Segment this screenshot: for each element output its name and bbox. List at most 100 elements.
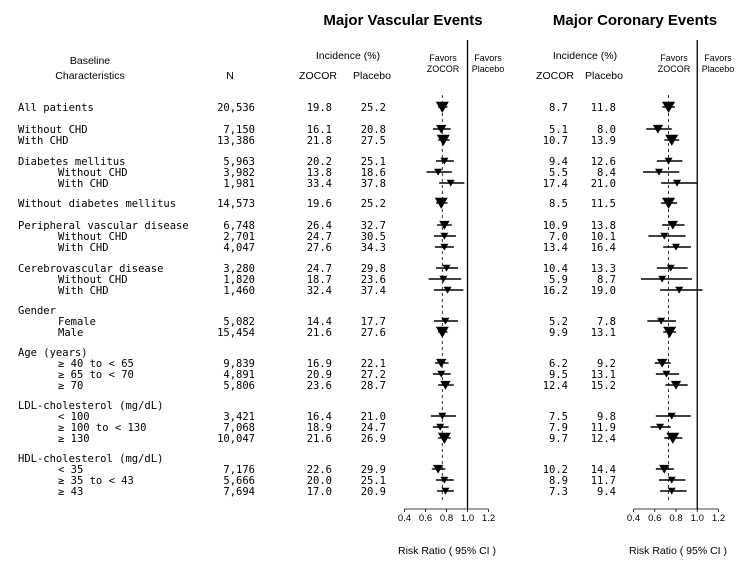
risk-ratio-marker <box>436 134 450 146</box>
coronary-estimate <box>662 220 685 230</box>
vascular-placebo-value: 37.4 <box>361 285 386 297</box>
vascular-zocor-value: 16.1 <box>307 124 332 136</box>
vascular-zocor-value: 14.4 <box>307 316 332 328</box>
x-tick-label: 0.8 <box>440 513 453 524</box>
coronary-placebo-value: 8.0 <box>597 124 616 136</box>
vascular-placebo-value: 27.5 <box>361 135 386 147</box>
coronary-estimate <box>663 326 677 338</box>
risk-ratio-marker <box>664 157 673 165</box>
vascular-estimate <box>438 380 454 390</box>
coronary-zocor-value: 10.4 <box>543 263 568 275</box>
row-label: Gender <box>18 305 56 317</box>
header-placebo-vascular: Placebo <box>353 70 391 82</box>
vascular-estimate <box>436 134 450 146</box>
vascular-estimate <box>432 423 449 431</box>
table-row: ≥ 43 7,694 17.0 20.9 7.3 9.4 <box>58 486 616 498</box>
vascular-zocor-value: 20.0 <box>307 475 332 487</box>
risk-ratio-marker <box>435 101 449 113</box>
table-row: HDL-cholesterol (mg/dL) <box>18 453 163 465</box>
row-label: Male <box>58 327 83 339</box>
coronary-estimate <box>656 264 688 272</box>
coronary-estimate <box>661 197 678 209</box>
risk-ratio-marker <box>438 412 447 420</box>
vascular-zocor-value: 21.6 <box>307 433 332 445</box>
row-label: Without CHD <box>18 124 88 136</box>
vascular-placebo-value: 27.2 <box>361 369 386 381</box>
risk-ratio-marker <box>667 487 676 495</box>
vascular-estimate <box>437 487 454 495</box>
vascular-zocor-value: 33.4 <box>307 178 332 190</box>
coronary-placebo-value: 15.2 <box>591 380 616 392</box>
risk-ratio-marker <box>440 232 449 240</box>
coronary-estimate <box>662 101 676 113</box>
vascular-zocor-value: 24.7 <box>307 231 332 243</box>
vascular-estimate <box>437 220 452 230</box>
vascular-estimate <box>432 124 451 134</box>
vascular-estimate <box>426 168 452 176</box>
row-n: 7,068 <box>223 422 255 434</box>
row-n: 2,701 <box>223 231 255 243</box>
risk-ratio-marker <box>439 220 450 230</box>
header-incidence-vascular: Incidence (%) <box>316 50 380 62</box>
coronary-zocor-value: 9.7 <box>549 433 568 445</box>
risk-ratio-marker <box>655 168 663 176</box>
row-n: 13,386 <box>217 135 255 147</box>
risk-ratio-marker <box>666 264 675 272</box>
coronary-placebo-value: 11.9 <box>591 422 616 434</box>
table-row: ≥ 40 to < 65 9,839 16.9 22.1 6.2 9.2 <box>58 358 616 370</box>
vascular-zocor-value: 20.9 <box>307 369 332 381</box>
risk-ratio-marker <box>436 124 447 134</box>
row-label: Diabetes mellitus <box>18 156 125 168</box>
coronary-estimate <box>647 317 676 325</box>
x-tick-label: 1.0 <box>691 513 704 524</box>
header-zocor-vascular: ZOCOR <box>299 70 337 82</box>
row-n: 10,047 <box>217 433 255 445</box>
risk-ratio-label-vascular: Risk Ratio ( 95% CI ) <box>398 545 496 557</box>
row-label: Age (years) <box>18 347 88 359</box>
vascular-estimate <box>436 157 454 165</box>
coronary-placebo-value: 16.4 <box>591 242 616 254</box>
table-row: With CHD 1,981 33.4 37.8 17.4 21.0 <box>58 178 616 190</box>
coronary-placebo-value: 11.7 <box>591 475 616 487</box>
coronary-placebo-value: 13.9 <box>591 135 616 147</box>
vascular-placebo-value: 27.6 <box>361 327 386 339</box>
risk-ratio-marker <box>665 134 679 146</box>
table-row: With CHD 13,386 21.8 27.5 10.7 13.9 <box>18 135 616 147</box>
coronary-estimate <box>655 370 680 378</box>
coronary-estimate <box>655 464 674 474</box>
row-n: 7,694 <box>223 486 255 498</box>
risk-ratio-marker <box>441 487 450 495</box>
vascular-placebo-value: 21.0 <box>361 411 386 423</box>
coronary-zocor-value: 5.9 <box>549 274 568 286</box>
risk-ratio-marker <box>672 243 680 251</box>
row-label: With CHD <box>18 135 69 147</box>
vascular-zocor-value: 27.6 <box>307 242 332 254</box>
row-label: < 35 <box>58 464 83 476</box>
coronary-placebo-value: 12.6 <box>591 156 616 168</box>
vascular-estimate <box>433 232 456 240</box>
table-row: Without CHD 3,982 13.8 18.6 5.5 8.4 <box>58 167 616 179</box>
favors-placebo-v: Placebo <box>472 64 505 74</box>
coronary-estimate <box>659 476 686 484</box>
coronary-placebo-value: 8.4 <box>597 167 616 179</box>
coronary-zocor-value: 5.2 <box>549 316 568 328</box>
vascular-estimate <box>436 476 454 484</box>
vascular-estimate <box>435 101 449 113</box>
row-n: 1,460 <box>223 285 255 297</box>
coronary-zocor-value: 8.5 <box>549 198 568 210</box>
vascular-estimate <box>439 179 465 187</box>
panel-title-coronary: Major Coronary Events <box>553 12 717 29</box>
risk-ratio-marker <box>432 464 444 474</box>
coronary-zocor-value: 7.5 <box>549 411 568 423</box>
risk-ratio-marker <box>659 464 670 474</box>
coronary-estimate <box>648 232 686 240</box>
risk-ratio-marker <box>667 412 676 420</box>
vascular-placebo-value: 30.5 <box>361 231 386 243</box>
row-n: 6,748 <box>223 220 255 232</box>
row-n: 14,573 <box>217 198 255 210</box>
favors-label-v1: Favors <box>429 53 457 63</box>
coronary-estimate <box>654 358 671 368</box>
coronary-zocor-value: 12.4 <box>543 380 568 392</box>
risk-ratio-marker <box>446 179 455 187</box>
coronary-estimate <box>664 134 680 146</box>
